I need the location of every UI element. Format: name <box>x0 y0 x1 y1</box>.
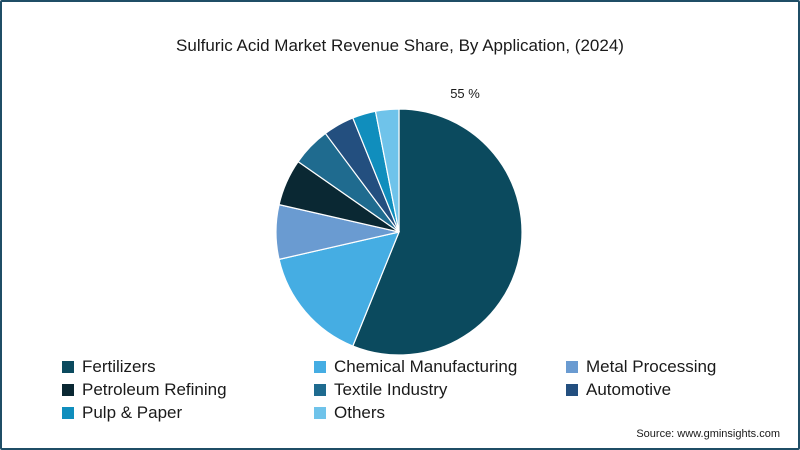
legend-label: Metal Processing <box>586 357 717 376</box>
legend-item-automotive: Automotive <box>566 379 796 401</box>
legend-label: Chemical Manufacturing <box>334 357 518 376</box>
legend-label: Pulp & Paper <box>82 403 183 422</box>
legend-item-fertilizers: Fertilizers <box>62 356 314 378</box>
legend-swatch <box>314 361 326 373</box>
chart-title: Sulfuric Acid Market Revenue Share, By A… <box>176 36 624 55</box>
legend-item-textile-industry: Textile Industry <box>314 379 566 401</box>
legend-item-chemical-manufacturing: Chemical Manufacturing <box>314 356 566 378</box>
legend-label: Fertilizers <box>82 357 156 376</box>
legend-label: Petroleum Refining <box>82 380 227 399</box>
legend-item-metal-processing: Metal Processing <box>566 356 796 378</box>
legend-swatch <box>566 384 578 396</box>
legend-label: Others <box>334 403 386 422</box>
data-label-fertilizers: 55 % <box>450 86 480 101</box>
legend-item-others: Others <box>314 402 566 424</box>
legend-swatch <box>62 361 74 373</box>
source-note: Source: www.gminsights.com <box>636 428 780 440</box>
legend-swatch <box>62 407 74 419</box>
legend-swatch <box>566 361 578 373</box>
legend-swatch <box>314 384 326 396</box>
pie-slice-chemical-manufacturing <box>278 231 400 347</box>
legend-swatch <box>62 384 74 396</box>
legend-label: Textile Industry <box>334 380 448 399</box>
pie-slice-others <box>374 108 400 233</box>
legend-label: Automotive <box>586 380 672 399</box>
legend-item-pulp-paper: Pulp & Paper <box>62 402 314 424</box>
legend-item-petroleum-refining: Petroleum Refining <box>62 379 314 401</box>
legend-swatch <box>314 407 326 419</box>
chart-legend: Fertilizers Chemical Manufacturing Metal P… <box>62 356 796 424</box>
pie-slice-fertilizers <box>352 108 523 356</box>
